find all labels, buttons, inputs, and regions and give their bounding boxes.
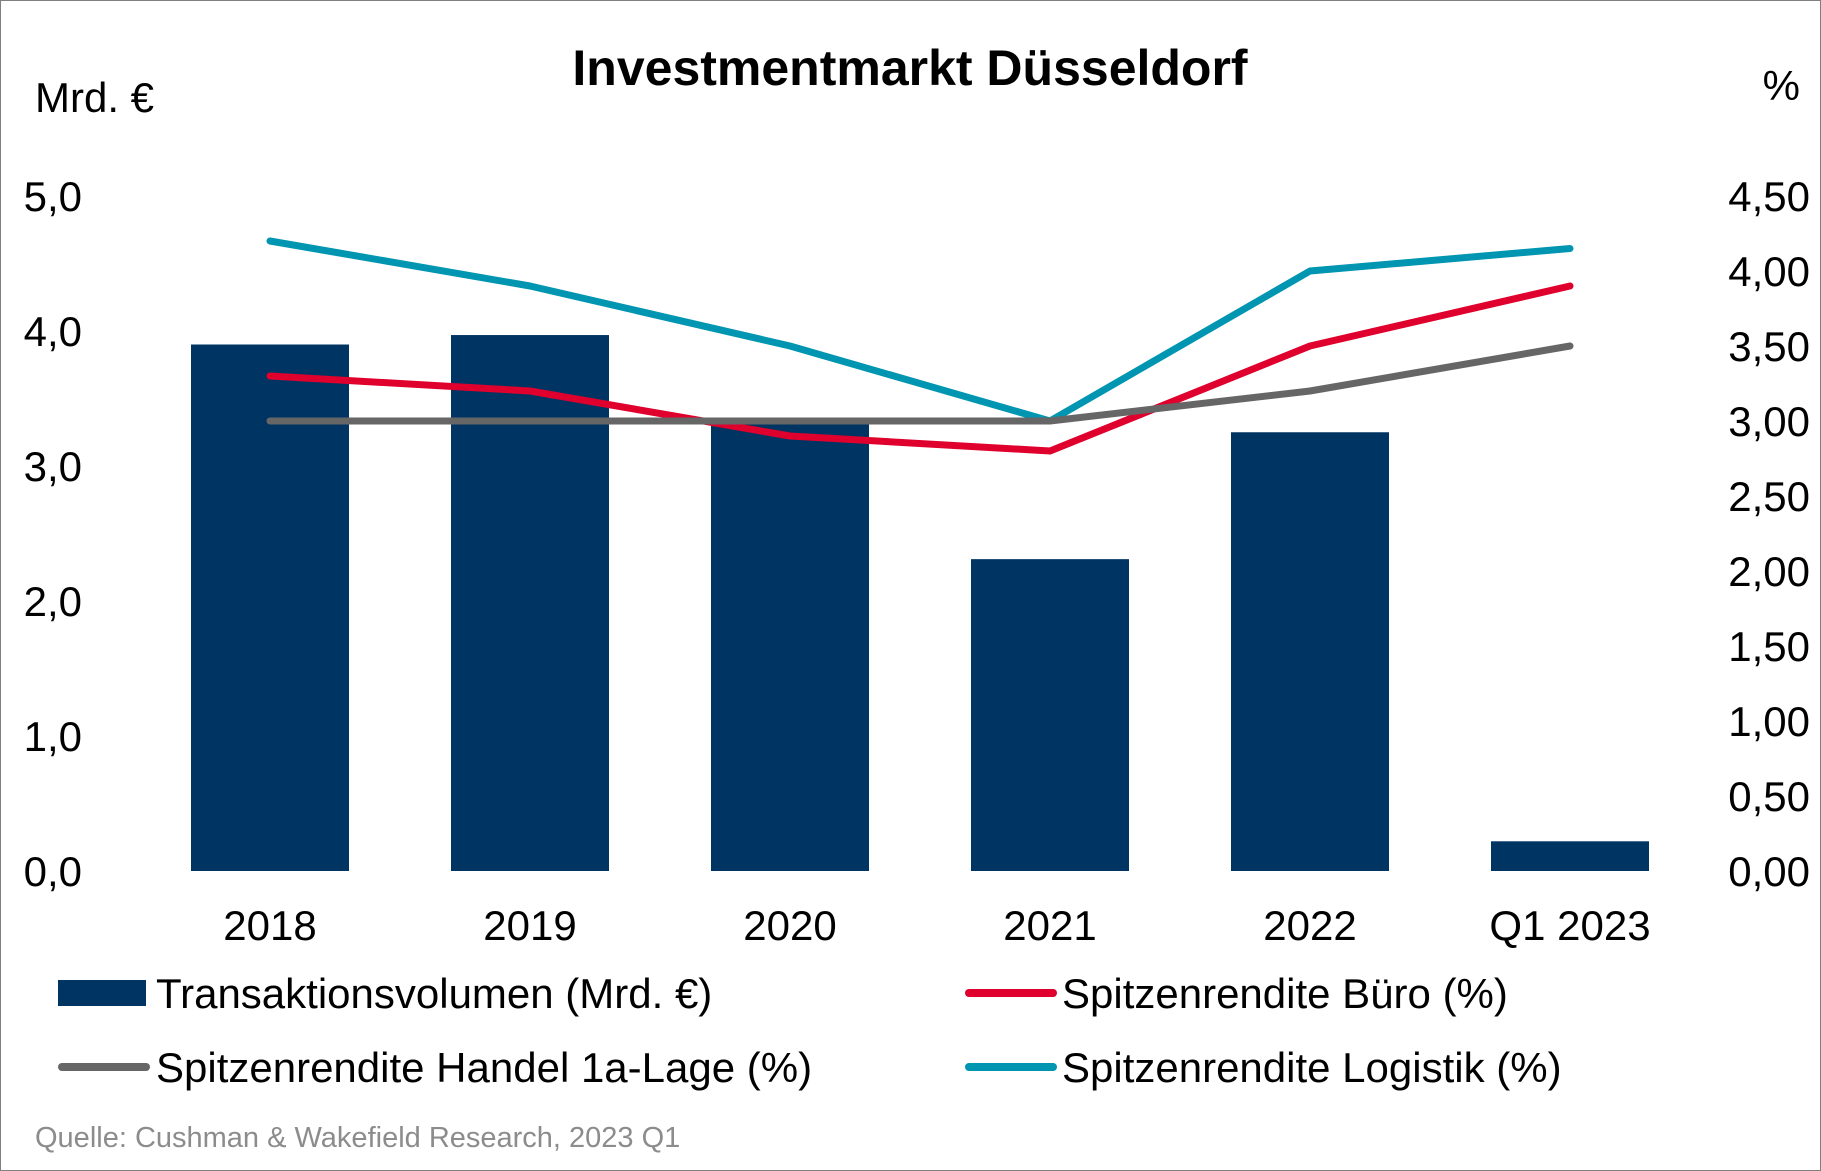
- x-axis-labels: 2018 2019 2020 2021 2022 Q1 2023: [223, 902, 1650, 949]
- bar-2022: [1231, 432, 1389, 871]
- legend-item-transaktionsvolumen: Transaktionsvolumen (Mrd. €): [58, 970, 712, 1017]
- line-logistik: [266, 237, 1574, 425]
- x-label: 2018: [223, 902, 316, 949]
- bar-series: [191, 335, 1649, 871]
- legend: Transaktionsvolumen (Mrd. €) Spitzenrendi…: [58, 970, 1562, 1091]
- right-tick-label: 3,50: [1728, 323, 1810, 370]
- legend-label: Transaktionsvolumen (Mrd. €): [156, 970, 712, 1017]
- bar-2020: [711, 421, 869, 871]
- x-label: Q1 2023: [1489, 902, 1650, 949]
- right-tick-label: 4,50: [1728, 173, 1810, 220]
- x-label: 2021: [1003, 902, 1096, 949]
- legend-item-handel: Spitzenrendite Handel 1a-Lage (%): [58, 1044, 812, 1091]
- legend-label: Spitzenrendite Büro (%): [1062, 970, 1508, 1017]
- right-tick-label: 2,00: [1728, 548, 1810, 595]
- line-handel: [266, 342, 1574, 425]
- x-label: 2022: [1263, 902, 1356, 949]
- bar-2019: [451, 335, 609, 871]
- legend-item-buero: Spitzenrendite Büro (%): [965, 970, 1508, 1017]
- right-axis-unit: %: [1763, 62, 1800, 109]
- legend-label: Spitzenrendite Handel 1a-Lage (%): [156, 1044, 812, 1091]
- line-series: [266, 237, 1574, 455]
- left-tick-label: 1,0: [24, 713, 82, 760]
- chart-title: Investmentmarkt Düsseldorf: [572, 40, 1248, 96]
- left-axis-ticks: 0,0 1,0 2,0 3,0 4,0 5,0: [24, 173, 82, 895]
- x-label: 2020: [743, 902, 836, 949]
- left-tick-label: 4,0: [24, 308, 82, 355]
- bar-2018: [191, 344, 349, 871]
- right-tick-label: 1,50: [1728, 623, 1810, 670]
- left-tick-label: 2,0: [24, 578, 82, 625]
- left-tick-label: 0,0: [24, 848, 82, 895]
- right-tick-label: 0,00: [1728, 848, 1810, 895]
- x-label: 2019: [483, 902, 576, 949]
- right-tick-label: 2,50: [1728, 473, 1810, 520]
- right-tick-label: 1,00: [1728, 698, 1810, 745]
- left-tick-label: 5,0: [24, 173, 82, 220]
- right-tick-label: 4,00: [1728, 248, 1810, 295]
- legend-item-logistik: Spitzenrendite Logistik (%): [965, 1044, 1562, 1091]
- bar-2021: [971, 559, 1129, 871]
- left-tick-label: 3,0: [24, 443, 82, 490]
- legend-label: Spitzenrendite Logistik (%): [1062, 1044, 1562, 1091]
- left-axis-unit: Mrd. €: [35, 74, 154, 121]
- line-buero: [266, 282, 1574, 455]
- source-note: Quelle: Cushman & Wakefield Research, 20…: [35, 1122, 680, 1154]
- legend-swatch: [58, 980, 146, 1006]
- right-tick-label: 3,00: [1728, 398, 1810, 445]
- bar-q1-2023: [1491, 841, 1649, 871]
- right-axis-ticks: 0,00 0,50 1,00 1,50 2,00 2,50 3,00 3,50 4,00 4,50: [1728, 173, 1810, 895]
- right-tick-label: 0,50: [1728, 773, 1810, 820]
